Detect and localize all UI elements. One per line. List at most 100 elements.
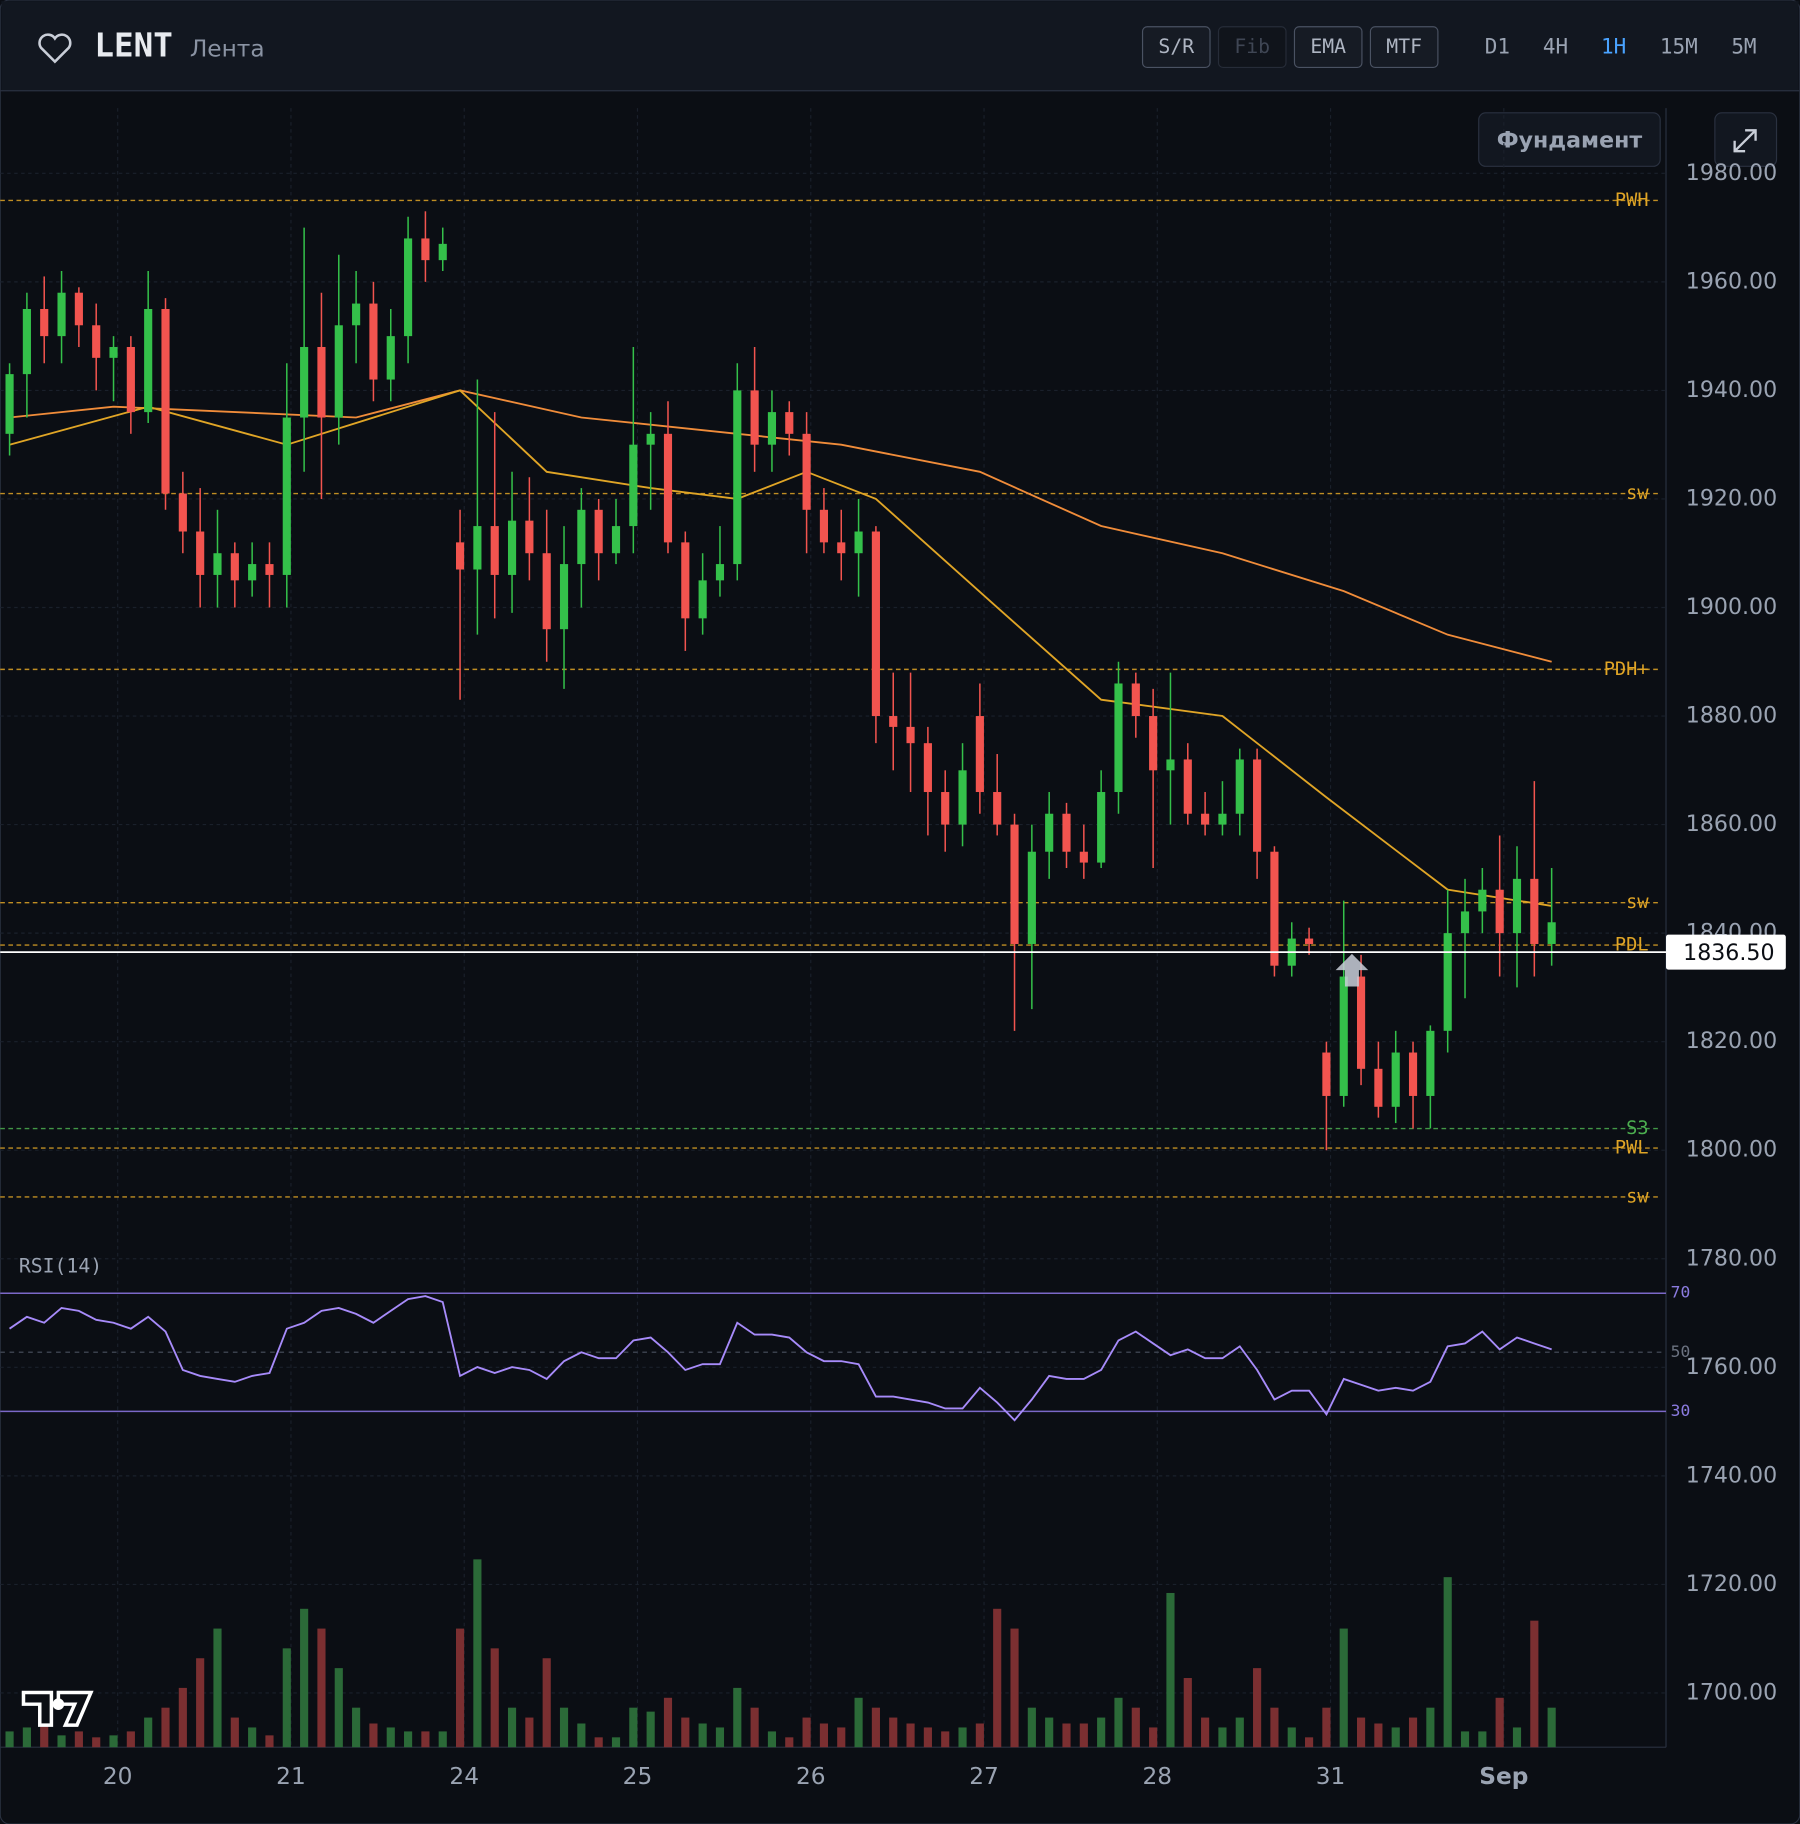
volume-bar [993, 1608, 1002, 1748]
volume-bar [1027, 1707, 1036, 1748]
tool-label: S/R [1158, 35, 1194, 58]
volume-bar [248, 1727, 257, 1748]
candle-body [1183, 759, 1192, 814]
timeframe[interactable]: D1 [1485, 35, 1510, 59]
timeframe[interactable]: 1H [1601, 35, 1626, 59]
favorite-icon[interactable] [38, 33, 72, 64]
y-tick-label: 1780.00 [1686, 1245, 1777, 1271]
candle-body [1547, 922, 1556, 944]
candle-body [490, 526, 499, 575]
volume-bar [958, 1727, 967, 1748]
candle-body [248, 564, 257, 581]
candle-body [1374, 1068, 1383, 1107]
y-tick-label: 1740.00 [1686, 1462, 1777, 1488]
volume-bar [559, 1707, 569, 1748]
volume-bar [455, 1628, 465, 1748]
volume-bar [611, 1737, 621, 1748]
y-tick-label: 1820.00 [1686, 1028, 1777, 1054]
x-tick-label: 20 [103, 1763, 133, 1790]
volume-bar [1426, 1707, 1435, 1748]
y-tick-label: 1980.00 [1686, 160, 1777, 186]
candle-body [317, 346, 326, 418]
candle-body [300, 346, 309, 418]
candle-body [230, 553, 239, 581]
candle-body [733, 390, 742, 565]
volume-bar [646, 1711, 655, 1748]
volume-bar [715, 1727, 725, 1748]
candle-body [92, 325, 101, 358]
candle-body [386, 336, 395, 380]
fundamental-label: Фундамент [1497, 127, 1643, 153]
volume-bar [1166, 1592, 1175, 1748]
timeframe[interactable]: 15M [1660, 35, 1698, 59]
volume-bar [1235, 1717, 1244, 1748]
volume-bar [1374, 1723, 1383, 1748]
candle-body [1045, 813, 1054, 852]
candle-body [1356, 976, 1366, 1069]
candle-body [889, 716, 898, 727]
volume-bar [126, 1731, 135, 1748]
tool-label: EMA [1310, 35, 1346, 58]
candle-body [1460, 911, 1470, 934]
candle-body [1512, 878, 1522, 934]
volume-bar [1010, 1628, 1019, 1748]
timeframe[interactable]: 4H [1543, 35, 1568, 59]
tool-button[interactable] [1217, 26, 1287, 69]
timeframe[interactable]: 5M [1731, 35, 1756, 59]
tool-label: Fib [1234, 35, 1270, 58]
candle-body [265, 564, 274, 575]
candle-body [646, 433, 655, 445]
volume-bar [404, 1731, 413, 1748]
candle-body [196, 531, 205, 575]
volume-bar [1201, 1717, 1210, 1748]
volume-bar [975, 1723, 984, 1748]
rsi-line [8, 1295, 1552, 1422]
ema-slow-line [9, 389, 1552, 663]
volume-bar [74, 1731, 83, 1748]
volume-bar [438, 1731, 447, 1748]
volume-bar [1391, 1727, 1400, 1748]
candle-body [1322, 1052, 1331, 1096]
candle-body [352, 303, 361, 326]
volume-bar [92, 1737, 101, 1748]
volume-bar [300, 1608, 309, 1748]
candle-body [40, 308, 49, 337]
candle-body [681, 542, 690, 619]
x-tick-label: 26 [796, 1763, 826, 1790]
volume-bar [767, 1731, 777, 1748]
symbol: LENT [94, 27, 172, 65]
volume-bar [1443, 1577, 1452, 1748]
y-tick-label: 1900.00 [1686, 594, 1777, 620]
volume-bar [681, 1717, 690, 1748]
volume-bar [196, 1658, 205, 1748]
volume-bar [889, 1717, 898, 1748]
volume-bar [525, 1717, 534, 1748]
volume-bar [802, 1717, 811, 1748]
volume-bar [334, 1668, 343, 1748]
candle-body [74, 292, 83, 326]
fundamental-button[interactable] [1478, 112, 1661, 167]
volume-bar [22, 1727, 31, 1748]
candle-body [109, 346, 118, 358]
candle-body [144, 308, 153, 413]
tool-button[interactable] [1293, 26, 1363, 69]
candle-body [1027, 851, 1036, 944]
tool-button[interactable] [1369, 26, 1439, 69]
candle-body [1166, 759, 1175, 771]
volume-bar [542, 1658, 551, 1748]
rsi-tick-label: 30 [1671, 1401, 1691, 1420]
candle-body [629, 444, 638, 527]
candle-body [1478, 889, 1487, 912]
tool-button[interactable] [1141, 26, 1211, 69]
x-tick-label: 25 [623, 1763, 653, 1790]
volume-bar [282, 1648, 291, 1748]
candle-body [854, 531, 863, 554]
volume-bar [1408, 1717, 1418, 1748]
level-label: PWL [1615, 1138, 1649, 1159]
level-label: PDH+ [1604, 659, 1649, 680]
candle-body [421, 238, 430, 261]
volume-bar [785, 1737, 794, 1748]
volume-bar [109, 1735, 118, 1748]
volume-bar [1322, 1707, 1331, 1748]
candle-body [22, 308, 31, 375]
